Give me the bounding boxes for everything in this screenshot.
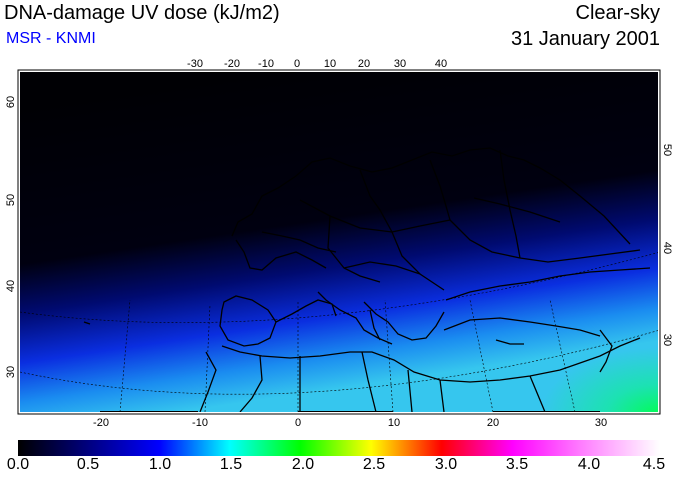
lon-tick-top: 20 [358, 58, 370, 70]
lon-tick-bottom: 20 [487, 417, 499, 429]
high-uv-region [420, 280, 658, 412]
map-title: DNA-damage UV dose (kJ/m2) [4, 2, 280, 24]
scale-label: 2.5 [362, 456, 386, 473]
scale-label: 3.0 [434, 456, 458, 473]
graticule [20, 252, 658, 412]
scale-label: 1.0 [148, 456, 172, 473]
lon-tick-top: -20 [224, 58, 240, 70]
scale-label: 2.0 [291, 456, 315, 473]
lon-tick-top: 10 [324, 58, 336, 70]
scale-label: 0.5 [76, 456, 100, 473]
color-scale-bar [18, 440, 660, 456]
lat-tick-right: 40 [661, 242, 673, 254]
lat-tick-left: 40 [5, 280, 17, 292]
scale-label: 4.5 [642, 456, 666, 473]
date-label: 31 January 2001 [510, 28, 660, 50]
lon-tick-top: 30 [394, 58, 406, 70]
source-label: MSR - KNMI [6, 30, 96, 47]
scale-label: 1.5 [219, 456, 243, 473]
lat-tick-left: 60 [5, 96, 17, 108]
scale-label: 4.0 [577, 456, 601, 473]
lon-tick-top: 0 [294, 58, 300, 70]
lat-tick-right: 30 [661, 334, 673, 346]
sky-condition-label: Clear-sky [575, 2, 660, 24]
map-frame [17, 69, 661, 415]
lon-tick-bottom: 0 [295, 417, 301, 429]
lon-tick-bottom: -20 [93, 417, 109, 429]
scale-label: 3.5 [505, 456, 529, 473]
lon-tick-bottom: 10 [388, 417, 400, 429]
lon-tick-top: 40 [435, 58, 447, 70]
color-scale-labels: 0.0 0.5 1.0 1.5 2.0 2.5 3.0 3.5 4.0 4.5 [0, 456, 678, 478]
lon-tick-top: -30 [187, 58, 203, 70]
lon-tick-bottom: -10 [192, 417, 208, 429]
lat-tick-right: 50 [661, 144, 673, 156]
lon-tick-bottom: 30 [595, 417, 607, 429]
lat-tick-left: 50 [5, 194, 17, 206]
coastlines [83, 147, 651, 412]
lon-tick-top: -10 [258, 58, 274, 70]
scale-label: 0.0 [6, 456, 30, 473]
lat-tick-left: 30 [5, 366, 17, 378]
